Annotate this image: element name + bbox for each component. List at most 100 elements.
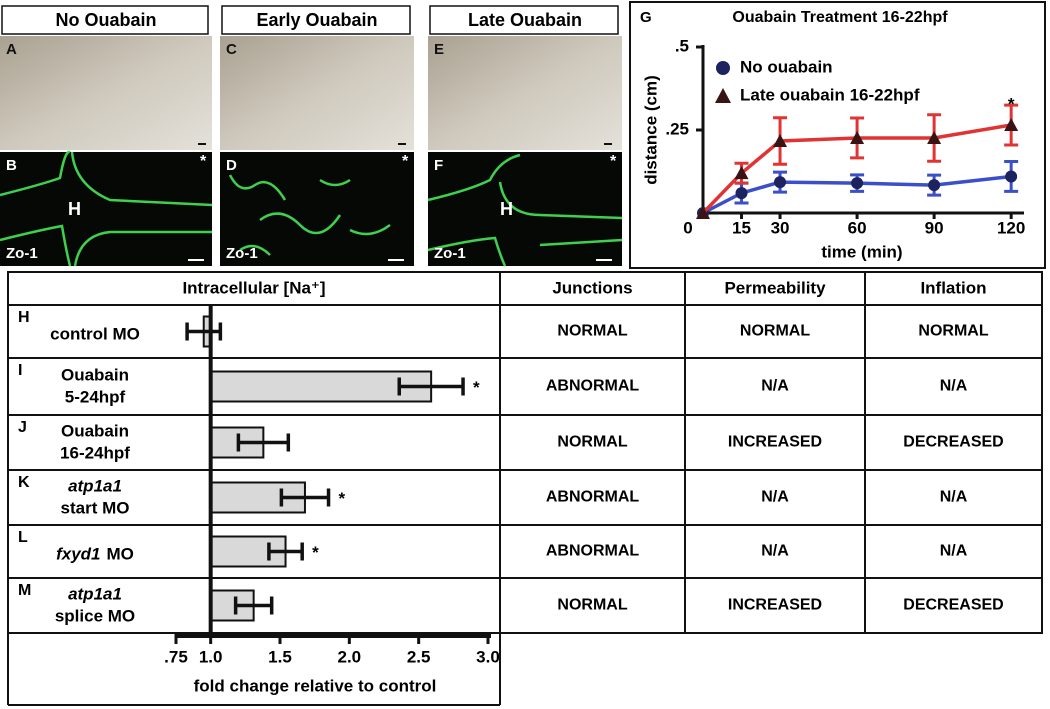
stain-label: Zo-1 [226, 245, 258, 262]
table-cell: DECREASED [903, 597, 1003, 614]
table-cell: NORMAL [557, 323, 627, 340]
annotation: * [1008, 94, 1015, 113]
row-label: Ouabain [61, 422, 129, 441]
column-header: Inflation [920, 278, 986, 297]
table-cell: N/A [761, 543, 789, 560]
column-header: Permeability [724, 278, 826, 297]
x-axis-label: time (min) [821, 242, 902, 261]
row-label-part: Ouabain [61, 366, 129, 385]
panel-title-box [221, 5, 411, 35]
row-label: control MO [50, 325, 140, 344]
stain-label: Zo-1 [6, 245, 38, 262]
line-chart: G Ouabain Treatment 16-22hpf distance (cm)… [640, 9, 1025, 262]
point [928, 179, 941, 192]
panel-letter: C [226, 41, 237, 58]
panel-frame [629, 1, 1046, 269]
legend-label: No ouabain [740, 57, 833, 76]
panel-labels: No Ouabain A B Zo-1 * H Early Ouabain C D Zo-1 * La… [1, 5, 619, 262]
x-tick-label: 30 [771, 218, 790, 237]
row-letter: L [18, 529, 28, 546]
stain-label: Zo-1 [434, 245, 466, 262]
bar-chart: Intracellular [Na⁺] Junctions Permeability… [8, 278, 1042, 695]
table-cell: NORMAL [740, 323, 810, 340]
x-tick-label: 15 [732, 218, 751, 237]
scale-bar [188, 259, 204, 261]
row-label: splice MO [55, 607, 135, 626]
column-header: Junctions [552, 278, 632, 297]
y-axis-label: distance (cm) [641, 75, 660, 185]
table-cell: N/A [940, 543, 968, 560]
point [774, 176, 787, 189]
column-header: Intracellular [Na⁺] [182, 278, 325, 297]
x-tick-label: .75 [164, 647, 188, 666]
table-cell: NORMAL [557, 434, 627, 451]
row-label: 16-24hpf [60, 444, 130, 463]
panel-letter: D [226, 157, 237, 174]
y-tick-label: .5 [675, 36, 689, 55]
legend-label: Late ouabain 16-22hpf [740, 85, 920, 104]
x-tick-label: 120 [997, 218, 1025, 237]
error-bar [233, 596, 274, 615]
row-label: fxyd1 MO [56, 545, 134, 564]
legend-marker [716, 61, 730, 75]
row-label: start MO [61, 499, 130, 518]
point [927, 130, 942, 144]
scale-bar [398, 143, 406, 145]
scale-bar [198, 143, 206, 145]
row-letter: I [18, 362, 22, 379]
point [735, 187, 748, 200]
row-label: Ouabain [61, 366, 129, 385]
scale-bar [596, 259, 612, 261]
table-cell: N/A [940, 489, 968, 506]
table-cell: N/A [761, 378, 789, 395]
stain-f [427, 153, 623, 267]
row-label-part: atp1a1 [68, 477, 122, 496]
star: * [610, 153, 617, 170]
error-bar [236, 433, 291, 452]
row-label-part: Ouabain [61, 422, 129, 441]
table-cell: N/A [761, 489, 789, 506]
region-label: H [68, 199, 81, 219]
chart-title: Ouabain Treatment 16-22hpf [732, 9, 948, 26]
error-bar [279, 488, 331, 507]
error-bar [185, 322, 223, 341]
significance: * [312, 543, 319, 562]
legend-marker [715, 88, 731, 103]
panel-letter: F [434, 157, 443, 174]
image-a [0, 36, 212, 150]
table-cell: NORMAL [557, 597, 627, 614]
series-line [701, 123, 1012, 215]
region-label: H [500, 199, 513, 219]
x-tick-label: 60 [848, 218, 867, 237]
stain-b [0, 150, 213, 267]
row-label-part: start MO [61, 499, 130, 518]
x-tick-label: 90 [925, 218, 944, 237]
point [773, 133, 788, 147]
star: * [402, 153, 409, 170]
scale-bar [604, 143, 612, 145]
row-letter: H [18, 309, 30, 326]
error-bar [267, 542, 304, 561]
table-cell: INCREASED [728, 434, 822, 451]
micrographs [0, 36, 623, 267]
panel-letter: E [434, 41, 444, 58]
table-cell: ABNORMAL [546, 543, 640, 560]
point [734, 166, 749, 180]
row-letter: M [18, 582, 31, 599]
table-cell: DECREASED [903, 434, 1003, 451]
point [1005, 170, 1018, 183]
x-axis-label: fold change relative to control [194, 676, 437, 695]
row-label-part: 16-24hpf [60, 444, 130, 463]
table-cell: NORMAL [918, 323, 988, 340]
panel-title: No Ouabain [55, 10, 156, 30]
x-tick-label: 2.5 [407, 647, 431, 666]
panel-title: Early Ouabain [256, 10, 377, 30]
image-f [428, 152, 622, 266]
row-label-part: control MO [50, 325, 140, 344]
panel-title: Late Ouabain [468, 10, 582, 30]
series-line [702, 174, 1012, 215]
x-tick-label: 2.0 [338, 647, 362, 666]
row-label-part: 5-24hpf [65, 388, 126, 407]
panel-letter: A [6, 41, 17, 58]
